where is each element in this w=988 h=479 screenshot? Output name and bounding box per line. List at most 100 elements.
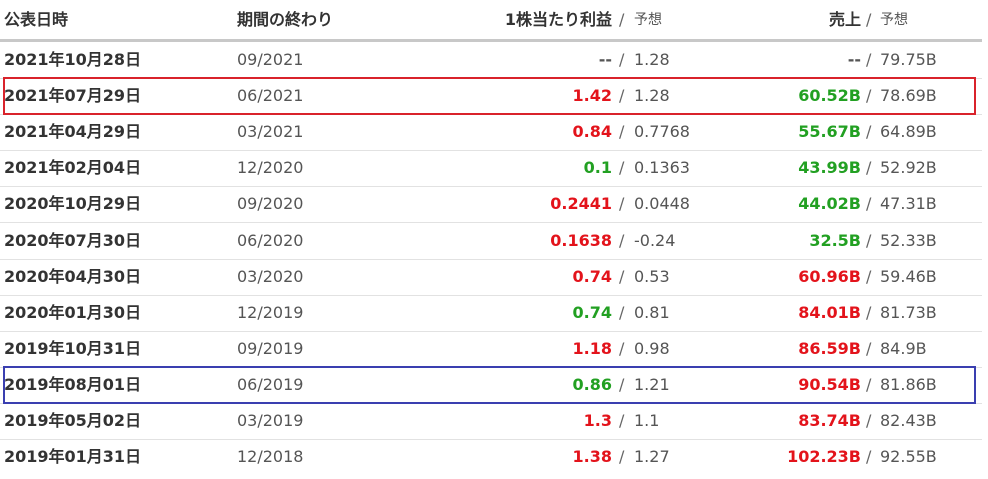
separator: / xyxy=(619,194,625,214)
cell-period: 12/2019 xyxy=(237,302,304,322)
cell-eps: 1.3 xyxy=(583,411,612,430)
cell-period: 09/2019 xyxy=(237,338,304,358)
cell-period: 03/2020 xyxy=(237,266,304,286)
cell-period: 12/2018 xyxy=(237,447,304,467)
header-revenue-est: 予想 xyxy=(880,12,908,28)
cell-revenue: 83.74B xyxy=(798,411,861,430)
cell-eps-est: 1.21 xyxy=(634,374,670,394)
cell-revenue: 86.59B xyxy=(798,338,861,358)
cell-revenue-est: 78.69B xyxy=(880,86,937,106)
cell-eps: 1.38 xyxy=(572,447,612,467)
cell-revenue: 102.23B xyxy=(787,447,861,467)
separator: / xyxy=(619,266,625,286)
cell-eps: 0.74 xyxy=(572,302,612,322)
header-date: 公表日時 xyxy=(4,10,69,29)
separator: / xyxy=(866,50,872,69)
separator: / xyxy=(619,374,625,394)
separator: / xyxy=(619,122,625,142)
separator: / xyxy=(619,158,625,178)
row-divider xyxy=(0,330,982,332)
cell-date: 2019年08月01日 xyxy=(4,374,142,394)
cell-revenue-est: 59.46B xyxy=(880,266,937,286)
cell-revenue-est: 47.31B xyxy=(880,194,937,214)
cell-revenue-est: 81.86B xyxy=(880,374,937,394)
cell-period: 06/2020 xyxy=(237,230,304,250)
header-revenue: 売上 xyxy=(828,10,861,29)
highlight-box xyxy=(3,365,976,404)
separator: / xyxy=(619,10,625,29)
cell-date: 2019年01月31日 xyxy=(4,447,142,467)
separator: / xyxy=(619,86,625,106)
cell-eps: 0.84 xyxy=(572,122,612,142)
cell-date: 2021年07月29日 xyxy=(4,86,142,106)
highlight-box xyxy=(3,77,976,116)
cell-period: 06/2021 xyxy=(237,86,304,106)
cell-eps-est: 0.7768 xyxy=(634,122,690,142)
cell-revenue: 44.02B xyxy=(798,194,861,214)
cell-eps: 0.1 xyxy=(583,158,612,178)
separator: / xyxy=(619,411,625,430)
cell-eps: 0.86 xyxy=(572,374,612,394)
cell-revenue-est: 79.75B xyxy=(880,50,937,69)
row-divider xyxy=(0,294,982,296)
cell-revenue: 55.67B xyxy=(798,122,861,142)
cell-revenue: 43.99B xyxy=(798,158,861,178)
separator: / xyxy=(866,374,872,394)
cell-period: 06/2019 xyxy=(237,374,304,394)
header-eps-est: 予想 xyxy=(634,12,662,28)
row-divider xyxy=(0,258,982,260)
cell-eps-est: 0.81 xyxy=(634,302,670,322)
cell-revenue: -- xyxy=(847,50,861,69)
separator: / xyxy=(866,194,872,214)
row-divider xyxy=(0,222,982,224)
row-divider xyxy=(0,150,982,152)
cell-revenue: 60.96B xyxy=(798,266,861,286)
separator: / xyxy=(619,50,625,69)
cell-revenue: 84.01B xyxy=(798,302,861,322)
cell-eps: 0.2441 xyxy=(550,194,612,214)
cell-eps-est: 0.1363 xyxy=(634,158,690,178)
separator: / xyxy=(866,158,872,178)
cell-revenue-est: 92.55B xyxy=(880,447,937,467)
separator: / xyxy=(866,338,872,358)
cell-period: 03/2019 xyxy=(237,411,304,430)
header-rule xyxy=(0,39,982,42)
cell-revenue-est: 84.9B xyxy=(880,338,927,358)
cell-date: 2020年10月29日 xyxy=(4,194,142,214)
separator: / xyxy=(866,447,872,467)
cell-date: 2019年10月31日 xyxy=(4,338,142,358)
cell-revenue: 60.52B xyxy=(798,86,861,106)
separator: / xyxy=(866,266,872,286)
cell-eps-est: 0.0448 xyxy=(634,194,690,214)
cell-date: 2019年05月02日 xyxy=(4,411,142,430)
cell-eps-est: -0.24 xyxy=(634,230,676,250)
separator: / xyxy=(619,302,625,322)
cell-eps-est: 0.53 xyxy=(634,266,670,286)
cell-period: 03/2021 xyxy=(237,122,304,142)
header-eps: 1株当たり利益 xyxy=(504,10,612,29)
cell-revenue: 90.54B xyxy=(798,374,861,394)
cell-eps: 0.74 xyxy=(572,266,612,286)
header-period: 期間の終わり xyxy=(237,10,334,29)
cell-revenue-est: 82.43B xyxy=(880,411,937,430)
cell-eps: 1.42 xyxy=(572,86,612,106)
cell-revenue-est: 52.92B xyxy=(880,158,937,178)
cell-date: 2020年01月30日 xyxy=(4,302,142,322)
cell-eps-est: 1.28 xyxy=(634,50,670,69)
cell-revenue-est: 64.89B xyxy=(880,122,937,142)
separator: / xyxy=(619,338,625,358)
cell-eps-est: 1.1 xyxy=(634,411,660,430)
cell-eps-est: 0.98 xyxy=(634,338,670,358)
cell-period: 09/2020 xyxy=(237,194,304,214)
cell-eps: -- xyxy=(598,50,612,69)
cell-eps: 0.1638 xyxy=(550,230,612,250)
cell-eps: 1.18 xyxy=(572,338,612,358)
cell-eps-est: 1.28 xyxy=(634,86,670,106)
cell-date: 2021年04月29日 xyxy=(4,122,142,142)
cell-date: 2021年10月28日 xyxy=(4,50,142,69)
separator: / xyxy=(866,230,872,250)
separator: / xyxy=(866,86,872,106)
cell-date: 2020年04月30日 xyxy=(4,266,142,286)
cell-date: 2020年07月30日 xyxy=(4,230,142,250)
